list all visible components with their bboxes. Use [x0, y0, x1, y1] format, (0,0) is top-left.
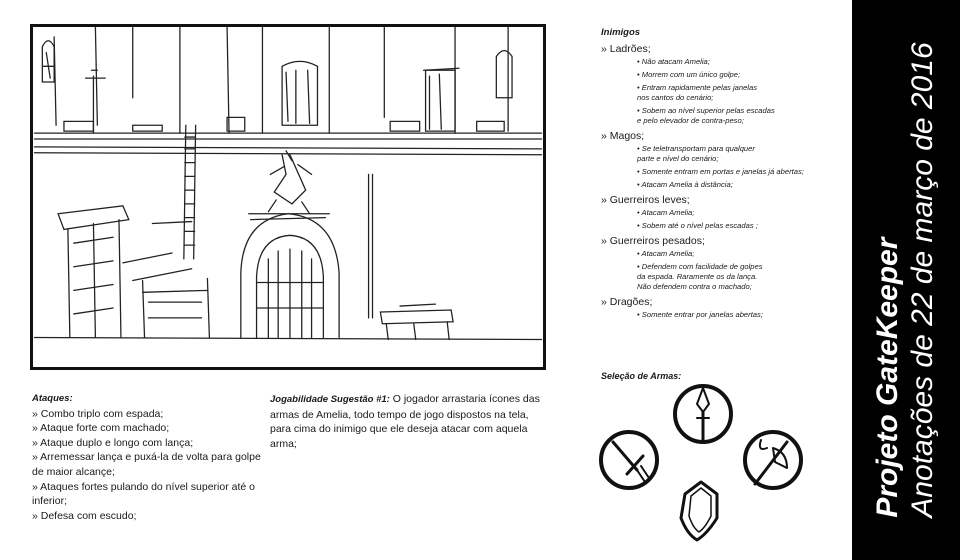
enemy-note: Somente entrar por janelas abertas;	[601, 310, 841, 320]
storyboard-sketch	[30, 24, 546, 370]
sword-icon[interactable]	[599, 430, 659, 490]
enemy-note: Atacam Amelia à distância;	[601, 180, 841, 190]
axe-icon[interactable]	[743, 430, 803, 490]
enemy-note: Sobem até o nível pelas escadas ;	[601, 221, 841, 231]
title-sidebar	[852, 0, 960, 560]
ataque-item: » Ataque forte com machado;	[32, 422, 170, 435]
enemy-category: » Guerreiros pesados;	[601, 234, 705, 247]
selecao-title: Seleção de Armas:	[601, 371, 682, 381]
ataques-section: Ataques: » Combo triplo com espada; » At…	[32, 392, 262, 523]
enemy-category: » Dragões;	[601, 295, 653, 308]
inimigos-section: Inimigos » Ladrões; Não atacam Amelia; M…	[601, 26, 841, 323]
shield-icon[interactable]	[679, 480, 719, 542]
enemy-note: Morrem com um único golpe;	[601, 70, 841, 80]
enemy-note: Atacam Amelia;	[601, 249, 841, 259]
ataque-item: » Ataques fortes pulando do nível superi…	[32, 480, 255, 508]
project-title-block: Projeto GateKeeper Anotações de 22 de ma…	[871, 42, 941, 517]
enemy-category: » Guerreiros leves;	[601, 193, 690, 206]
ataques-title: Ataques:	[32, 393, 73, 404]
enemy-category: » Ladrões;	[601, 42, 651, 55]
weapon-selector	[597, 382, 807, 542]
ataque-item: » Ataque duplo e longo com lança;	[32, 436, 194, 449]
inimigos-title: Inimigos	[601, 27, 641, 38]
enemy-note: Não atacam Amelia;	[601, 57, 841, 67]
project-subtitle: Anotações de 22 de março de 2016	[906, 42, 939, 518]
jogabilidade-section: Jogabilidade Sugestão #1: O jogador arra…	[270, 392, 540, 451]
ataque-item: » Combo triplo com espada;	[32, 407, 164, 420]
enemy-note: Atacam Amelia;	[601, 208, 841, 218]
enemy-note: Somente entram em portas e janelas já ab…	[601, 167, 841, 177]
spear-icon[interactable]	[673, 384, 733, 444]
project-title: Projeto GateKeeper	[871, 237, 904, 518]
ataque-item: » Defesa com escudo;	[32, 509, 137, 522]
ataque-item: » Arremessar lança e puxá-la de volta pa…	[32, 451, 261, 478]
jogabilidade-text: O jogador arrastaria ícones das armas de…	[270, 393, 540, 450]
enemy-category: » Magos;	[601, 129, 645, 142]
jogabilidade-title: Jogabilidade Sugestão #1:	[270, 394, 390, 405]
castle-sketch-drawing	[33, 27, 543, 341]
